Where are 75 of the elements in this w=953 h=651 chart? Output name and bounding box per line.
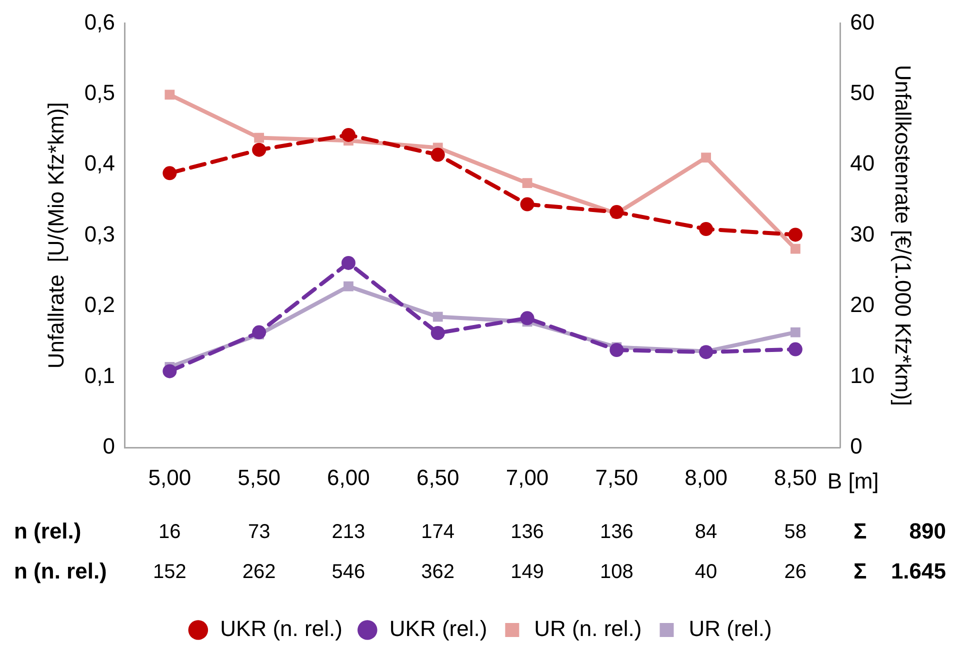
legend-label: UR (n. rel.) xyxy=(534,616,642,642)
point xyxy=(610,205,624,220)
y2-tick-label: 60 xyxy=(850,9,875,34)
y-tick-label: 0,6 xyxy=(84,9,115,34)
legend-label: UKR (rel.) xyxy=(389,616,488,642)
point xyxy=(788,228,802,242)
text: 1.645 xyxy=(890,558,946,584)
point xyxy=(341,128,356,142)
y-tick-label: 0,5 xyxy=(84,80,115,105)
text: 152 xyxy=(152,561,186,584)
y2-tick-label: 30 xyxy=(850,221,875,246)
point xyxy=(788,342,802,356)
point xyxy=(430,326,445,340)
point xyxy=(520,197,534,212)
text: 136 xyxy=(510,521,544,544)
x-tick-label: 8,00 xyxy=(684,464,728,490)
point xyxy=(699,222,714,236)
text: 26 xyxy=(784,561,807,584)
text: 362 xyxy=(421,561,455,584)
text: n (n. rel.) xyxy=(14,558,107,584)
text: 149 xyxy=(510,561,544,584)
point xyxy=(520,311,534,326)
text: 40 xyxy=(694,561,718,584)
text: 174 xyxy=(421,521,455,544)
legend-label: UR (rel.) xyxy=(688,616,772,642)
x-axis-title: B [m] xyxy=(827,468,879,494)
x-tick-label: 5,00 xyxy=(148,464,192,490)
y-tick-label: 0 xyxy=(102,434,115,459)
x-tick-label: 8,50 xyxy=(774,464,817,490)
point xyxy=(701,152,711,163)
x-tick-label: 6,00 xyxy=(327,464,370,490)
y2-tick-label: 50 xyxy=(850,80,875,105)
y-axis-title: Unfallrate [U/(Mio Kfz*km)] xyxy=(43,102,68,369)
point xyxy=(341,256,356,270)
point xyxy=(790,244,800,254)
point xyxy=(699,345,714,360)
point xyxy=(610,342,624,357)
point xyxy=(164,90,175,100)
point xyxy=(430,148,445,162)
text: 84 xyxy=(694,521,718,544)
y2-tick-label: 40 xyxy=(850,150,875,176)
text: Σ xyxy=(854,558,867,584)
y2-axis-title: Unfallkostenrate [€/(1.000 Kfz*km)] xyxy=(890,64,916,406)
point xyxy=(254,132,264,143)
text: 136 xyxy=(600,521,634,544)
point xyxy=(344,281,354,292)
point xyxy=(162,166,177,180)
x-tick-label: 6,50 xyxy=(416,464,460,490)
text: 58 xyxy=(784,521,807,544)
point xyxy=(252,325,266,340)
x-tick-label: 7,00 xyxy=(506,464,549,490)
y-tick-label: 0,2 xyxy=(84,292,115,318)
legend-label: UKR (n. rel.) xyxy=(220,616,342,642)
y2-tick-label: 0 xyxy=(850,434,862,459)
point xyxy=(522,178,532,188)
text: 73 xyxy=(248,521,270,544)
point xyxy=(790,327,800,338)
point xyxy=(162,364,177,378)
text: 16 xyxy=(158,521,181,544)
text: 262 xyxy=(242,561,276,584)
text: 108 xyxy=(600,561,634,584)
point xyxy=(432,312,443,322)
y2-tick-label: 20 xyxy=(850,292,875,318)
point xyxy=(252,142,266,157)
text: 213 xyxy=(332,521,366,544)
x-tick-label: 5,50 xyxy=(238,464,280,490)
x-tick-label: 7,50 xyxy=(595,464,638,490)
y-tick-label: 0,1 xyxy=(84,362,115,388)
text: n (rel.) xyxy=(14,518,82,544)
y-tick-label: 0,4 xyxy=(84,150,115,176)
text: Σ xyxy=(854,518,867,544)
text: 546 xyxy=(332,561,366,584)
text: 890 xyxy=(909,518,946,544)
y-tick-label: 0,3 xyxy=(84,221,115,246)
y2-tick-label: 10 xyxy=(850,362,875,388)
